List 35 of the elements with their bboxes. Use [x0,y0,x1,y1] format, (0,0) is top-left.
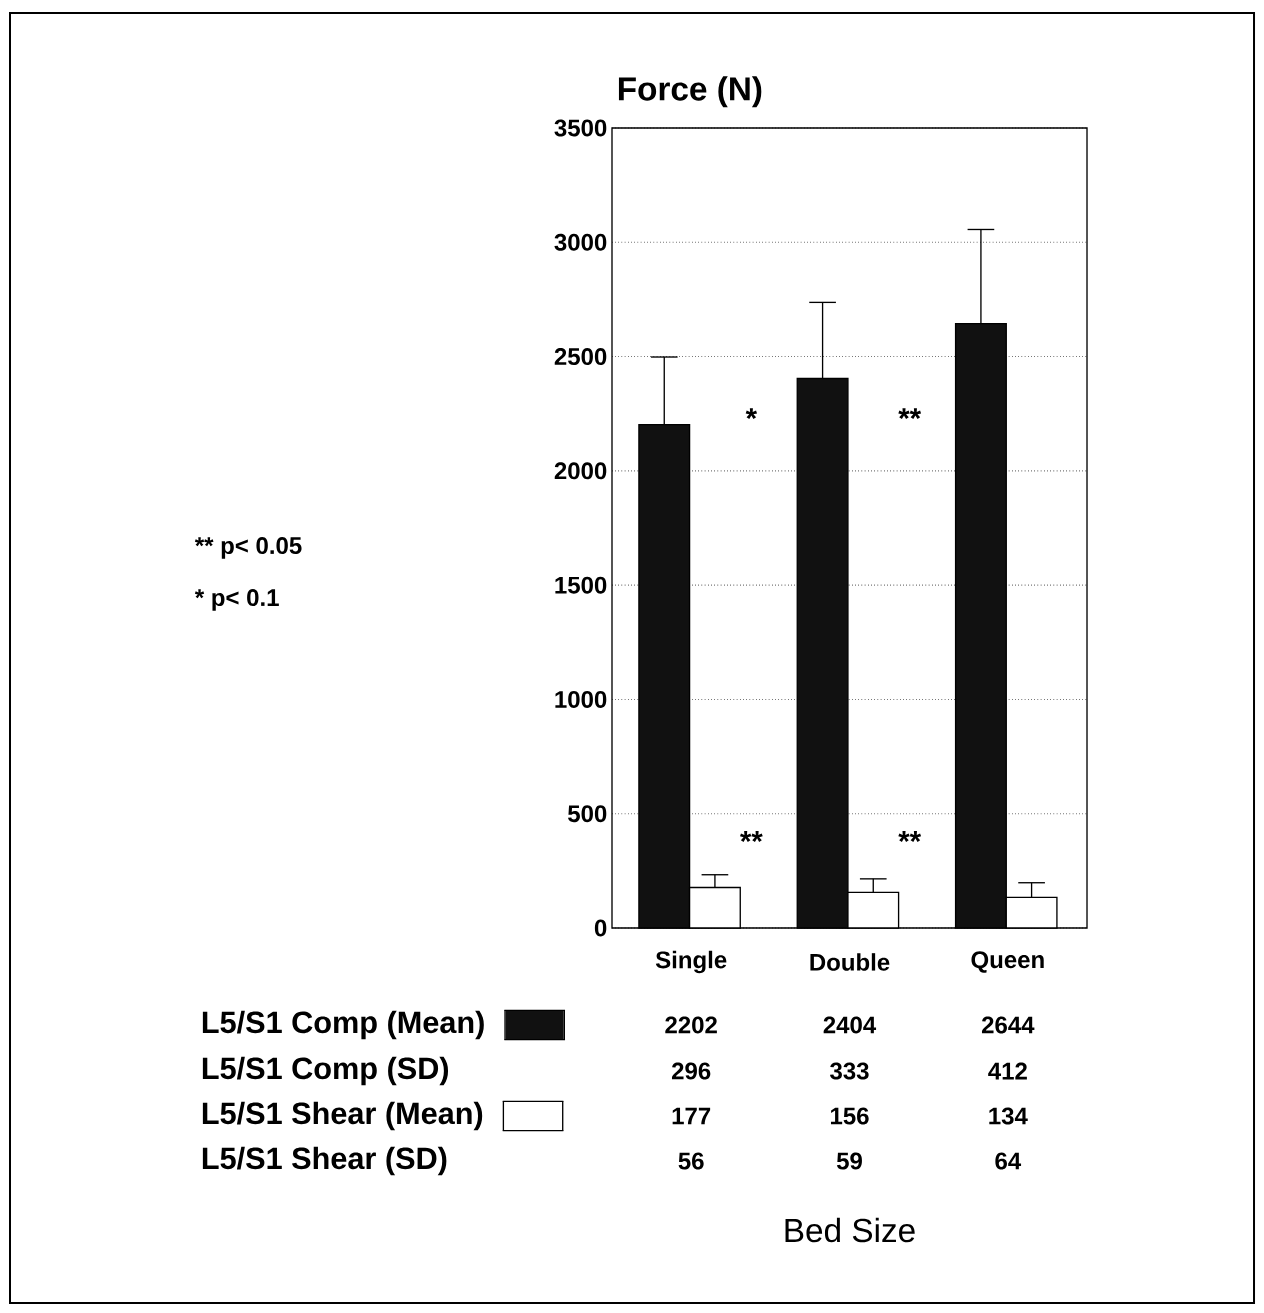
y-tick-label: 2000 [554,462,607,480]
text: 56 [678,1152,704,1170]
data-label: 156 [830,1107,869,1125]
text: 412 [988,1062,1027,1080]
data-label: 2644 [981,1016,1035,1034]
x-tick-label: Single [655,950,727,974]
annotation: * [745,408,758,420]
text: 296 [671,1062,711,1080]
data-label: 2404 [823,1016,877,1034]
legend-label: L5/S1 Comp (Mean) [202,1010,484,1040]
y-axis-title: Force (N) [618,76,762,108]
y-tick-label: 1000 [555,690,607,708]
x-tick-label: Queen [971,951,1044,973]
annotation: ** [740,831,763,842]
y-tick-label: 2500 [554,348,607,366]
annotation: ** [898,831,922,842]
text: * p< 0.1 [194,589,279,611]
legend-label: L5/S1 Shear (Mean) [202,1101,483,1131]
data-label: 177 [672,1107,711,1125]
annotation: ** [898,408,922,420]
text: 64 [995,1152,1022,1170]
y-tick-label: 1500 [555,576,607,594]
text: ** p< 0.05 [194,537,302,559]
x-tick-label: Double [810,953,890,971]
y-tick-label: 3000 [554,233,607,251]
text: L5/S1 Shear (SD) [202,1146,447,1176]
text: Bed Size [785,1217,915,1243]
y-tick-label: 3500 [554,119,607,137]
text: L5/S1 Comp (SD) [202,1056,449,1086]
text: 59 [836,1152,862,1170]
text: 333 [830,1062,869,1080]
data-label: 2202 [665,1016,717,1034]
data-label: 134 [989,1107,1028,1125]
y-tick-label: 500 [567,805,607,823]
y-tick-label: 0 [594,919,607,937]
